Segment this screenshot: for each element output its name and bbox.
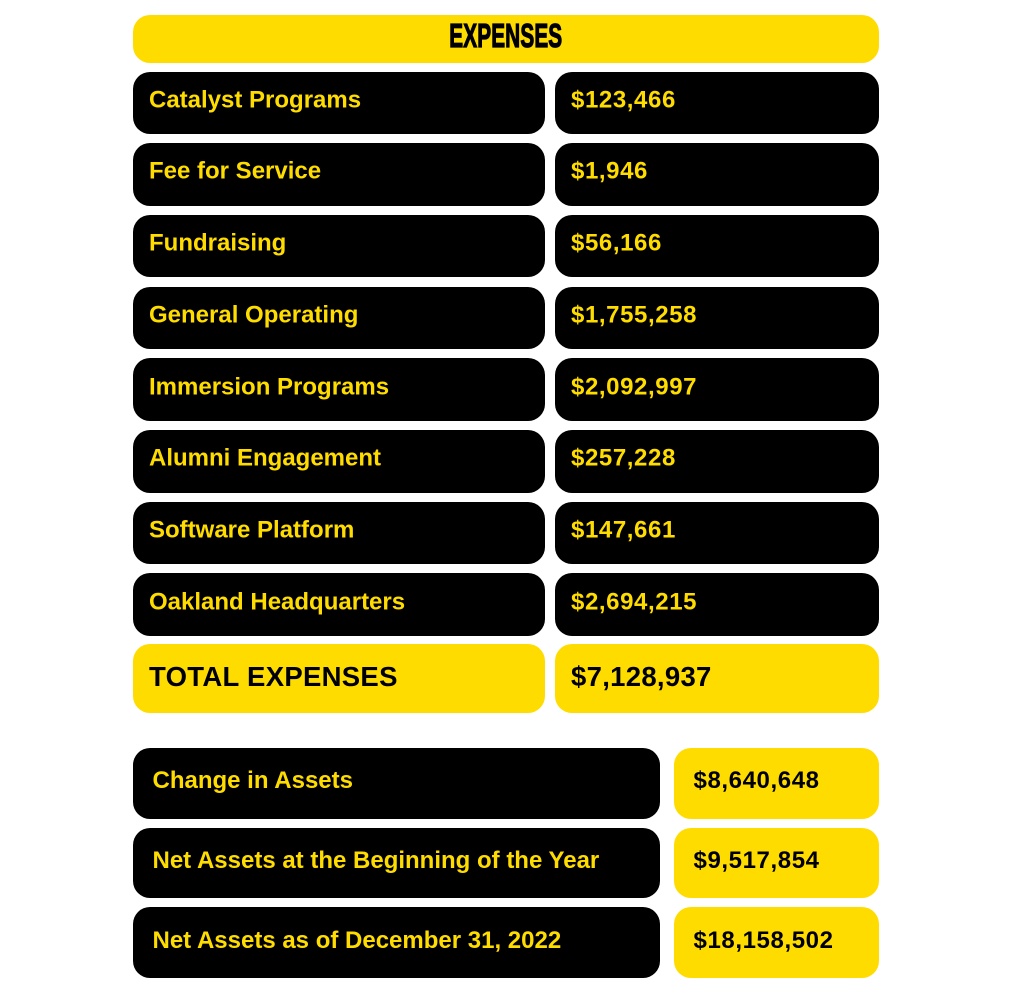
expense-label-pill: Catalyst Programs [133, 71, 545, 134]
asset-label-pill: Net Assets at the Beginning of the Year [133, 827, 660, 899]
expense-value: $257,228 [571, 444, 676, 472]
expense-value-pill: $147,661 [555, 501, 879, 565]
expense-label: Alumni Engagement [149, 444, 382, 472]
expense-value-pill: $1,946 [555, 143, 879, 206]
asset-value-pill: $8,640,648 [674, 748, 879, 819]
asset-label: Net Assets as of December 31, 2022 [152, 926, 562, 954]
asset-label: Change in Assets [152, 767, 354, 795]
expense-label-pill: Fundraising [133, 214, 545, 278]
asset-value: $18,158,502 [693, 926, 834, 954]
total-expenses-label-pill: TOTAL EXPENSES [133, 644, 545, 713]
expense-value-pill: $56,166 [555, 214, 879, 278]
expense-label-pill: Software Platform [133, 501, 545, 565]
expense-value: $1,755,258 [571, 301, 698, 329]
total-expenses-label: TOTAL EXPENSES [149, 660, 398, 692]
asset-label: Net Assets at the Beginning of the Year [152, 846, 600, 874]
expense-value-pill: $2,694,215 [555, 573, 879, 636]
expense-label: Software Platform [149, 516, 355, 544]
expense-label-pill: General Operating [133, 286, 545, 350]
expense-label: Catalyst Programs [149, 86, 362, 114]
expenses-header-bar: EXPENSES [133, 15, 879, 63]
expense-value: $56,166 [571, 229, 662, 257]
expense-value-pill: $257,228 [555, 430, 879, 493]
expense-label: Immersion Programs [149, 373, 390, 401]
asset-label-pill: Change in Assets [133, 748, 660, 819]
expenses-title: EXPENSES [449, 16, 563, 54]
expense-label: General Operating [149, 301, 359, 329]
asset-value-pill: $9,517,854 [674, 827, 879, 899]
expense-label-pill: Alumni Engagement [133, 430, 545, 493]
asset-value: $9,517,854 [693, 846, 820, 874]
expense-value-pill: $2,092,997 [555, 358, 879, 421]
asset-value: $8,640,648 [693, 767, 820, 795]
total-expenses-value: $7,128,937 [571, 660, 712, 692]
expense-value-pill: $1,755,258 [555, 286, 879, 350]
expense-value-pill: $123,466 [555, 71, 879, 134]
asset-value-pill: $18,158,502 [674, 907, 879, 978]
expense-value: $1,946 [571, 157, 649, 185]
expense-label: Fee for Service [149, 157, 322, 185]
expense-label-pill: Fee for Service [133, 143, 545, 206]
expense-value: $2,694,215 [571, 588, 698, 616]
expense-label: Fundraising [149, 229, 287, 257]
expense-label-pill: Oakland Headquarters [133, 573, 545, 636]
expense-label-pill: Immersion Programs [133, 358, 545, 421]
asset-label-pill: Net Assets as of December 31, 2022 [133, 907, 660, 978]
expense-value: $123,466 [571, 86, 676, 114]
total-expenses-value-pill: $7,128,937 [555, 644, 879, 713]
expense-value: $2,092,997 [571, 373, 698, 401]
expense-value: $147,661 [571, 516, 676, 544]
expense-label: Oakland Headquarters [149, 588, 406, 616]
